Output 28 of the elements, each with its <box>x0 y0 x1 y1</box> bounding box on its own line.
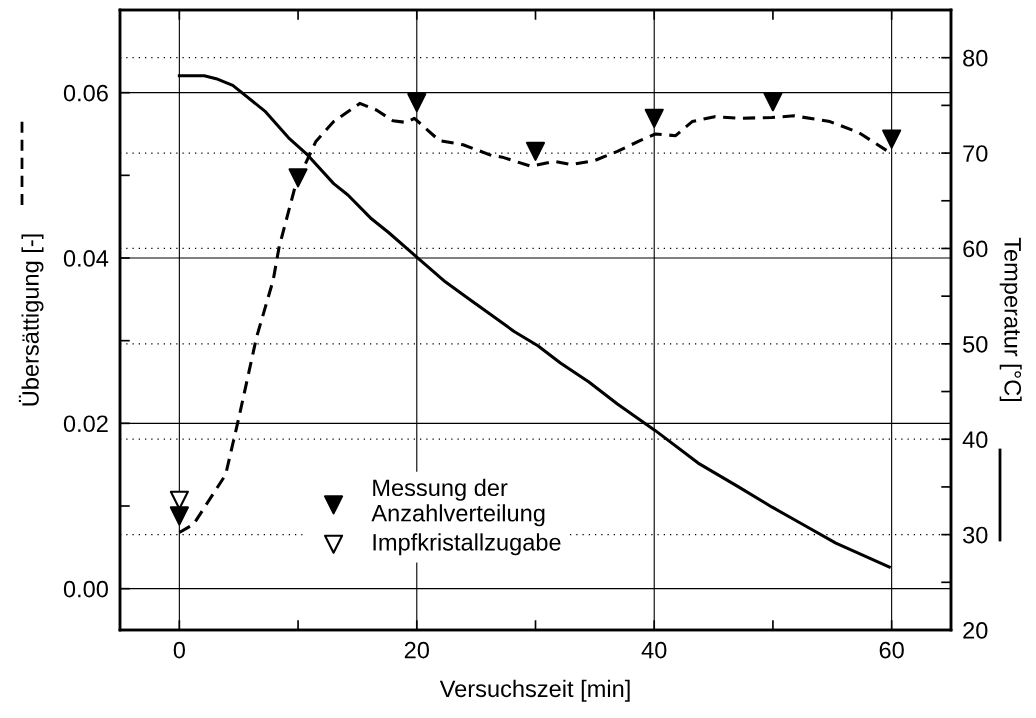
y-tick-label: 0.02 <box>63 415 108 433</box>
point <box>407 93 427 113</box>
y2-tick-label: 50 <box>963 335 988 353</box>
x-tick-label: 40 <box>641 641 667 659</box>
point <box>763 92 783 112</box>
point <box>525 141 546 161</box>
y-tick-label: 0.04 <box>63 250 109 267</box>
y2-tick-label: 60 <box>963 240 988 258</box>
y-axis-title: Übersättigung [-] <box>18 234 44 406</box>
y2-tick-label: 20 <box>963 622 988 639</box>
point <box>288 168 308 188</box>
y2-tick-label: 80 <box>963 49 988 67</box>
y-tick-label: 0.06 <box>63 84 108 102</box>
y2-tick-label: 30 <box>963 526 988 544</box>
x-tick-label: 0 <box>173 641 185 659</box>
y2-tick-label: 40 <box>962 431 988 449</box>
point <box>169 506 189 526</box>
legend-label: Impfkristallzugabe <box>373 533 561 556</box>
y-tick-label: 0.00 <box>63 580 108 598</box>
y2-tick-label: 70 <box>963 145 988 162</box>
x-tick-label: 20 <box>404 641 429 659</box>
point <box>169 490 189 510</box>
y2-axis-title: Temperatur [°C] <box>999 237 1022 402</box>
point <box>644 108 664 128</box>
legend-label: Messung der Anzahlverteilung <box>371 478 545 527</box>
x-tick-label: 60 <box>879 641 904 659</box>
x-axis-title: Versuchszeit [min] <box>439 679 630 702</box>
point <box>882 129 902 149</box>
